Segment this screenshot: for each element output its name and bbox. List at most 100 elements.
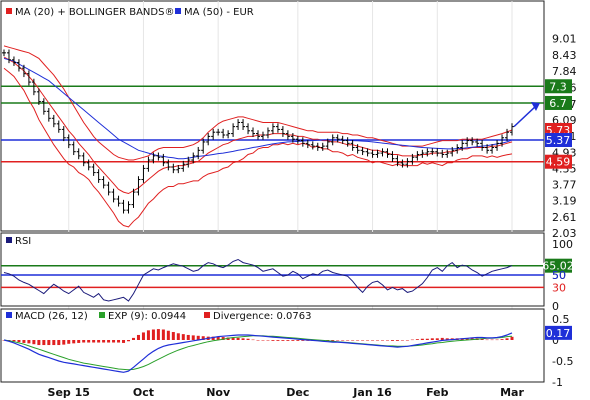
rsi-level-label-1: 50 — [552, 269, 566, 282]
divergence-bar — [465, 338, 469, 340]
divergence-bar — [42, 340, 46, 346]
macd-legend-label-2: Divergence: 0.0763 — [213, 311, 312, 322]
divergence-bar — [385, 340, 389, 341]
divergence-bar — [52, 340, 56, 346]
divergence-bar — [87, 340, 91, 343]
divergence-bar — [37, 340, 41, 346]
divergence-bar — [510, 336, 514, 340]
divergence-bar — [166, 330, 170, 340]
divergence-bar — [251, 339, 255, 341]
rsi-level-tag-0 — [545, 258, 572, 273]
divergence-bar — [186, 334, 190, 340]
divergence-bar — [77, 340, 81, 343]
macd-y-tick-2: -0.5 — [552, 355, 573, 368]
divergence-bar — [435, 338, 439, 340]
divergence-bar — [301, 340, 305, 341]
price-level-label-0: 7.3 — [549, 80, 567, 93]
divergence-bar — [361, 340, 365, 341]
price-panel-frame — [0, 0, 545, 232]
rsi-y-tick-2: 100 — [552, 238, 573, 251]
macd-legend-label-0: MACD (26, 12) — [15, 311, 88, 322]
macd-level-label-0: 0.17 — [546, 327, 571, 340]
forecast-arrow-shaft — [513, 105, 537, 128]
divergence-bar — [82, 340, 86, 343]
macd-legend-label-1: EXP (9): 0.0944 — [108, 311, 186, 322]
price-legend-label-0: MA (20) + BOLLINGER BANDS® — [15, 7, 174, 18]
divergence-bar — [420, 338, 424, 340]
divergence-bar — [146, 330, 150, 340]
divergence-bar — [176, 333, 180, 340]
macd-y-tick-1: 0 — [552, 334, 559, 347]
x-tick-1: Oct — [133, 386, 154, 399]
divergence-bar — [171, 332, 175, 340]
divergence-bar — [181, 334, 185, 340]
divergence-bar — [256, 340, 260, 341]
divergence-bar — [405, 340, 409, 341]
price-y-tick-0: 9.01 — [552, 33, 577, 46]
divergence-bar — [211, 336, 215, 340]
price-level-tag-1 — [545, 95, 572, 110]
divergence-bar — [390, 340, 394, 341]
divergence-bar — [141, 332, 145, 340]
divergence-bar — [241, 338, 245, 340]
x-tick-2: Nov — [206, 386, 231, 399]
ma50-line — [3, 57, 513, 160]
divergence-bar — [440, 337, 444, 340]
macd-legend-swatch-0 — [6, 312, 12, 318]
price-level-tag-3 — [545, 132, 572, 147]
divergence-bar — [271, 340, 275, 341]
divergence-bar — [246, 338, 250, 340]
forecast-arrow-head — [531, 101, 540, 111]
divergence-bar — [196, 335, 200, 340]
divergence-bar — [286, 340, 290, 341]
divergence-bar — [122, 340, 126, 343]
price-legend-label-1: MA (50) - EUR — [184, 7, 254, 18]
divergence-bar — [291, 340, 295, 341]
divergence-bar — [151, 329, 155, 340]
rsi-level-label-0: 65.02 — [542, 260, 574, 273]
divergence-bar — [480, 338, 484, 340]
divergence-bar — [366, 340, 370, 341]
divergence-bar — [131, 337, 135, 340]
divergence-bar — [371, 340, 375, 341]
divergence-bar — [266, 340, 270, 341]
price-y-tick-12: 2.03 — [552, 227, 577, 240]
divergence-bar — [67, 340, 71, 344]
divergence-bar — [495, 339, 499, 341]
x-tick-5: Feb — [426, 386, 449, 399]
price-legend-swatch-0 — [6, 8, 12, 14]
divergence-bar — [400, 340, 404, 341]
x-tick-6: Mar — [500, 386, 524, 399]
divergence-bar — [57, 340, 61, 346]
macd-panel-frame — [0, 308, 545, 383]
divergence-bar — [117, 340, 121, 343]
divergence-bar — [430, 338, 434, 340]
divergence-bar — [17, 340, 21, 343]
rsi-y-tick-0: 0 — [552, 300, 559, 313]
bollinger-lower-band — [3, 67, 513, 228]
divergence-bar — [32, 340, 36, 345]
bollinger-upper-band — [3, 45, 513, 161]
divergence-bar — [341, 340, 345, 341]
divergence-bar — [7, 340, 11, 341]
divergence-bar — [107, 340, 111, 343]
divergence-bar — [161, 329, 165, 340]
divergence-bar — [351, 340, 355, 341]
divergence-bar — [136, 334, 140, 340]
divergence-bar — [97, 340, 101, 343]
price-level-label-3: 5.37 — [546, 134, 571, 147]
divergence-bar — [445, 338, 449, 340]
divergence-bar — [231, 337, 235, 340]
divergence-bar — [156, 329, 160, 340]
macd-line — [3, 332, 513, 373]
divergence-bar — [381, 340, 385, 341]
divergence-bar — [112, 340, 116, 343]
macd-legend-swatch-2 — [204, 312, 210, 318]
macd-legend-swatch-1 — [99, 312, 105, 318]
divergence-bar — [12, 340, 16, 342]
divergence-bar — [47, 340, 51, 346]
divergence-bar — [281, 340, 285, 341]
divergence-bar — [395, 340, 399, 341]
